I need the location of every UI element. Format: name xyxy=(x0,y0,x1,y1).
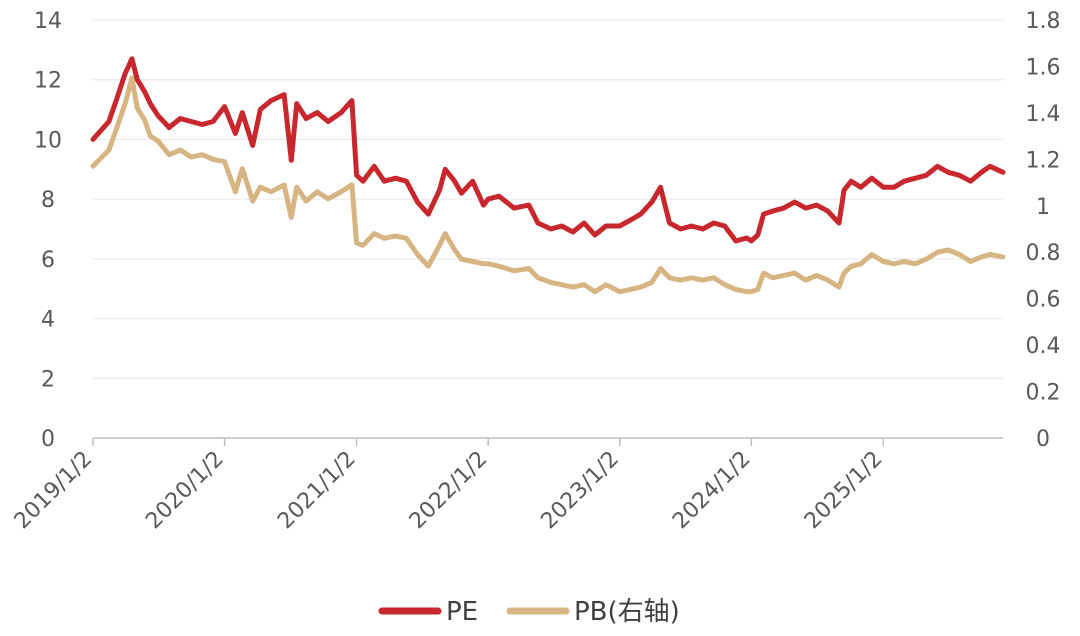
y-right-tick-label: 0.4 xyxy=(1026,334,1061,359)
y-axis-right: 0 0.2 0.4 0.6 0.8 1 1.2 1.4 1.6 1.8 xyxy=(1026,9,1061,452)
x-tick-label: 2024/1/2 xyxy=(668,447,756,535)
x-tick-label: 2022/1/2 xyxy=(405,447,493,535)
gridlines xyxy=(93,19,1003,379)
x-tick-label: 2019/1/2 xyxy=(10,447,98,535)
y-left-tick-label: 8 xyxy=(41,188,55,213)
series-layer xyxy=(90,56,1006,295)
legend-label-pe: PE xyxy=(446,597,478,627)
y-right-tick-label: 1.2 xyxy=(1026,148,1061,173)
y-left-tick-label: 2 xyxy=(41,367,55,392)
y-right-tick-label: 1.4 xyxy=(1026,102,1061,127)
y-left-tick-label: 6 xyxy=(41,248,55,273)
series-line-pe xyxy=(90,56,1006,244)
y-left-tick-label: 14 xyxy=(34,9,62,34)
y-right-tick-label: 1.8 xyxy=(1026,9,1061,34)
y-left-tick-label: 12 xyxy=(34,69,62,94)
legend: PE PB(右轴) xyxy=(378,597,680,627)
y-right-tick-label: 0.6 xyxy=(1026,288,1061,313)
y-right-tick-label: 0.8 xyxy=(1026,241,1061,266)
y-axis-left: 0 2 4 6 8 10 12 14 xyxy=(34,9,62,452)
x-tick-label: 2021/1/2 xyxy=(273,447,361,535)
y-right-tick-label: 1 xyxy=(1036,195,1050,220)
y-right-tick-label: 1.6 xyxy=(1026,55,1061,80)
legend-label-pb: PB(右轴) xyxy=(574,597,680,627)
y-right-tick-label: 0.2 xyxy=(1026,381,1061,406)
y-left-tick-label: 0 xyxy=(41,427,55,452)
x-tick-label: 2020/1/2 xyxy=(141,447,229,535)
x-axis: 2019/1/2 2020/1/2 2021/1/2 2022/1/2 2023/1/2… xyxy=(10,437,1003,535)
y-left-tick-label: 4 xyxy=(41,308,55,333)
y-right-tick-label: 0 xyxy=(1036,427,1050,452)
x-tick-label: 2023/1/2 xyxy=(536,447,624,535)
y-left-tick-label: 10 xyxy=(34,128,62,153)
x-tick-label: 2025/1/2 xyxy=(800,447,888,535)
series-line-pb xyxy=(90,75,1006,295)
